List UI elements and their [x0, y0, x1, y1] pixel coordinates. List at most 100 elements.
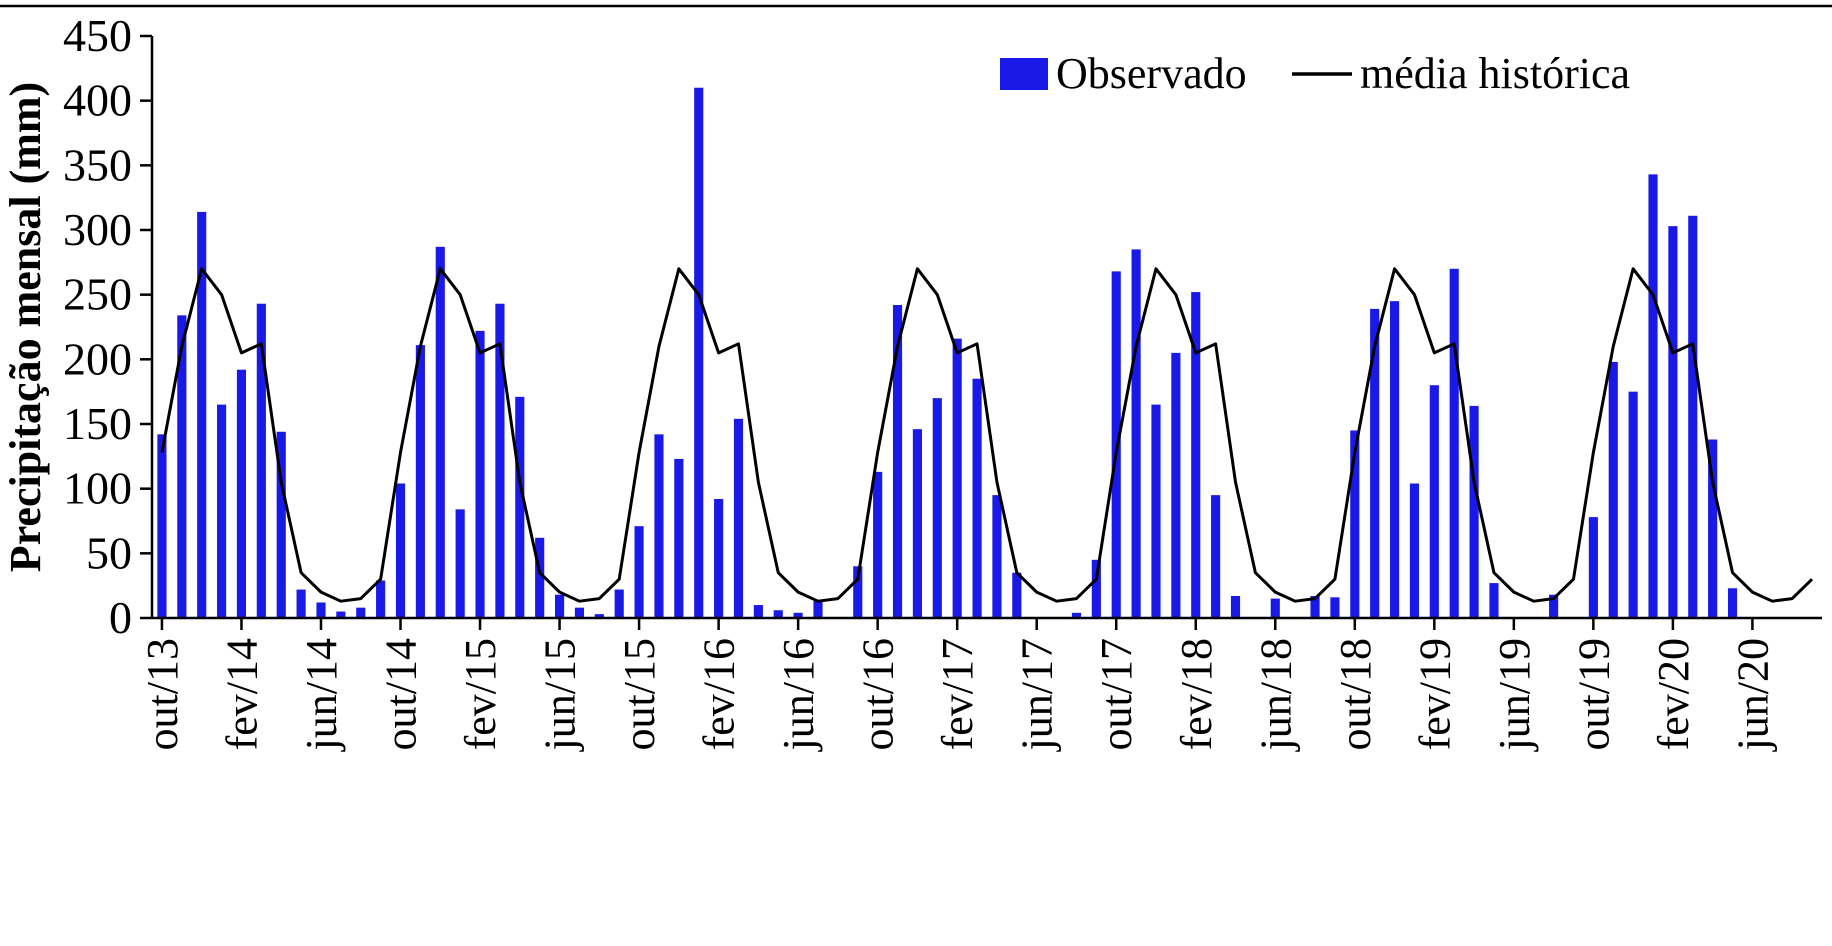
- bar-observado: [614, 589, 624, 618]
- y-tick-label: 400: [63, 75, 132, 126]
- bar-observado: [217, 404, 227, 618]
- x-tick-label: jun/20: [1728, 638, 1777, 752]
- bar-observado: [276, 431, 286, 618]
- x-tick-label: fev/16: [695, 638, 744, 750]
- x-tick-label: fev/17: [933, 638, 982, 750]
- x-tick-label: jun/14: [297, 638, 346, 752]
- bar-observado: [435, 246, 445, 618]
- bar-observado: [1489, 583, 1499, 618]
- bar-observado: [1171, 352, 1181, 618]
- bar-observado: [1549, 594, 1559, 618]
- legend-label-observado: Observado: [1056, 49, 1247, 98]
- bar-observado: [674, 458, 684, 618]
- bar-observado: [1191, 292, 1201, 618]
- bar-observado: [594, 614, 604, 618]
- bar-observado: [972, 378, 982, 618]
- x-tick-label: jun/16: [774, 638, 823, 752]
- bar-observado: [694, 87, 704, 618]
- y-tick-label: 100: [63, 463, 132, 514]
- bar-observado: [356, 607, 366, 618]
- bar-observado: [376, 580, 386, 618]
- bar-observado: [535, 537, 545, 618]
- bar-observado: [1270, 598, 1280, 618]
- bar-observado: [1091, 559, 1101, 618]
- y-tick-label: 450: [63, 10, 132, 61]
- line-media-historica: [160, 267, 1814, 603]
- x-tick-label: jun/18: [1251, 638, 1300, 752]
- y-tick-label: 150: [63, 398, 132, 449]
- legend-swatch-observado: [1000, 58, 1048, 90]
- x-tick-label: fev/20: [1649, 638, 1698, 750]
- bar-observado: [912, 429, 922, 618]
- x-tick-label: fev/18: [1172, 638, 1221, 750]
- bar-observado: [197, 211, 207, 619]
- bar-observado: [515, 396, 525, 618]
- bar-observado: [1409, 483, 1420, 618]
- bar-observado: [1350, 430, 1360, 618]
- bar-observado: [236, 369, 247, 618]
- bar-observado: [753, 605, 763, 618]
- x-tick-label: fev/19: [1410, 638, 1459, 750]
- bar-observado: [1230, 596, 1241, 618]
- bar-observado: [157, 434, 167, 618]
- bar-observado: [395, 483, 406, 618]
- bar-observado: [495, 303, 505, 618]
- bar-observado: [873, 471, 883, 618]
- x-tick-label: out/19: [1569, 638, 1618, 750]
- bar-observado: [773, 610, 783, 618]
- bar-observado: [1310, 596, 1320, 618]
- bar-observado: [1469, 405, 1479, 618]
- bar-observado: [1429, 385, 1439, 618]
- bar-observado: [1708, 439, 1718, 618]
- x-tick-label: fev/14: [217, 638, 266, 750]
- bar-observado: [634, 526, 644, 618]
- bar-observado: [1628, 391, 1638, 618]
- bar-observado: [892, 305, 903, 618]
- bar-observado: [1012, 572, 1022, 618]
- bar-observado: [714, 499, 724, 618]
- bar-observado: [813, 601, 823, 618]
- bar-observado: [853, 566, 863, 618]
- bar-observado: [1389, 301, 1400, 618]
- bar-observado: [475, 330, 485, 618]
- x-tick-label: jun/17: [1013, 638, 1062, 752]
- y-axis-title: Precipitação mensal (mm): [1, 82, 50, 572]
- x-tick-label: out/15: [615, 638, 664, 750]
- legend-label-media-historica: média histórica: [1360, 49, 1630, 98]
- x-tick-label: out/14: [377, 638, 426, 750]
- x-tick-label: jun/15: [536, 638, 585, 752]
- bar-observado: [1211, 495, 1221, 618]
- bar-observado: [1330, 597, 1340, 618]
- bar-observado: [952, 338, 962, 618]
- x-tick-label: out/18: [1331, 638, 1380, 750]
- bar-observado: [336, 611, 346, 618]
- y-tick-label: 350: [63, 139, 132, 190]
- bar-observado: [1727, 588, 1738, 618]
- bar-observado: [256, 303, 266, 618]
- bar-observado: [177, 315, 187, 618]
- bar-observado: [1668, 226, 1678, 618]
- bar-observado: [793, 612, 803, 618]
- bar-observado: [1370, 308, 1380, 618]
- y-tick-label: 0: [109, 592, 132, 643]
- bar-observado: [316, 602, 326, 618]
- bar-observado: [654, 434, 664, 618]
- bar-observado: [1688, 215, 1698, 619]
- bar-observado: [415, 345, 425, 618]
- bar-observado: [1071, 612, 1082, 618]
- x-tick-label: jun/19: [1490, 638, 1539, 752]
- bar-observado: [296, 589, 306, 618]
- bar-observado: [455, 509, 465, 618]
- y-tick-label: 50: [86, 527, 132, 578]
- bar-observado: [1131, 249, 1141, 618]
- bar-observado: [1648, 174, 1658, 619]
- x-tick-label: out/17: [1092, 638, 1141, 750]
- bar-observado: [1608, 361, 1618, 618]
- y-tick-label: 250: [63, 269, 132, 320]
- bar-observado: [932, 398, 942, 618]
- bar-observado: [992, 495, 1002, 618]
- bar-observado: [1588, 517, 1598, 618]
- y-tick-label: 300: [63, 204, 132, 255]
